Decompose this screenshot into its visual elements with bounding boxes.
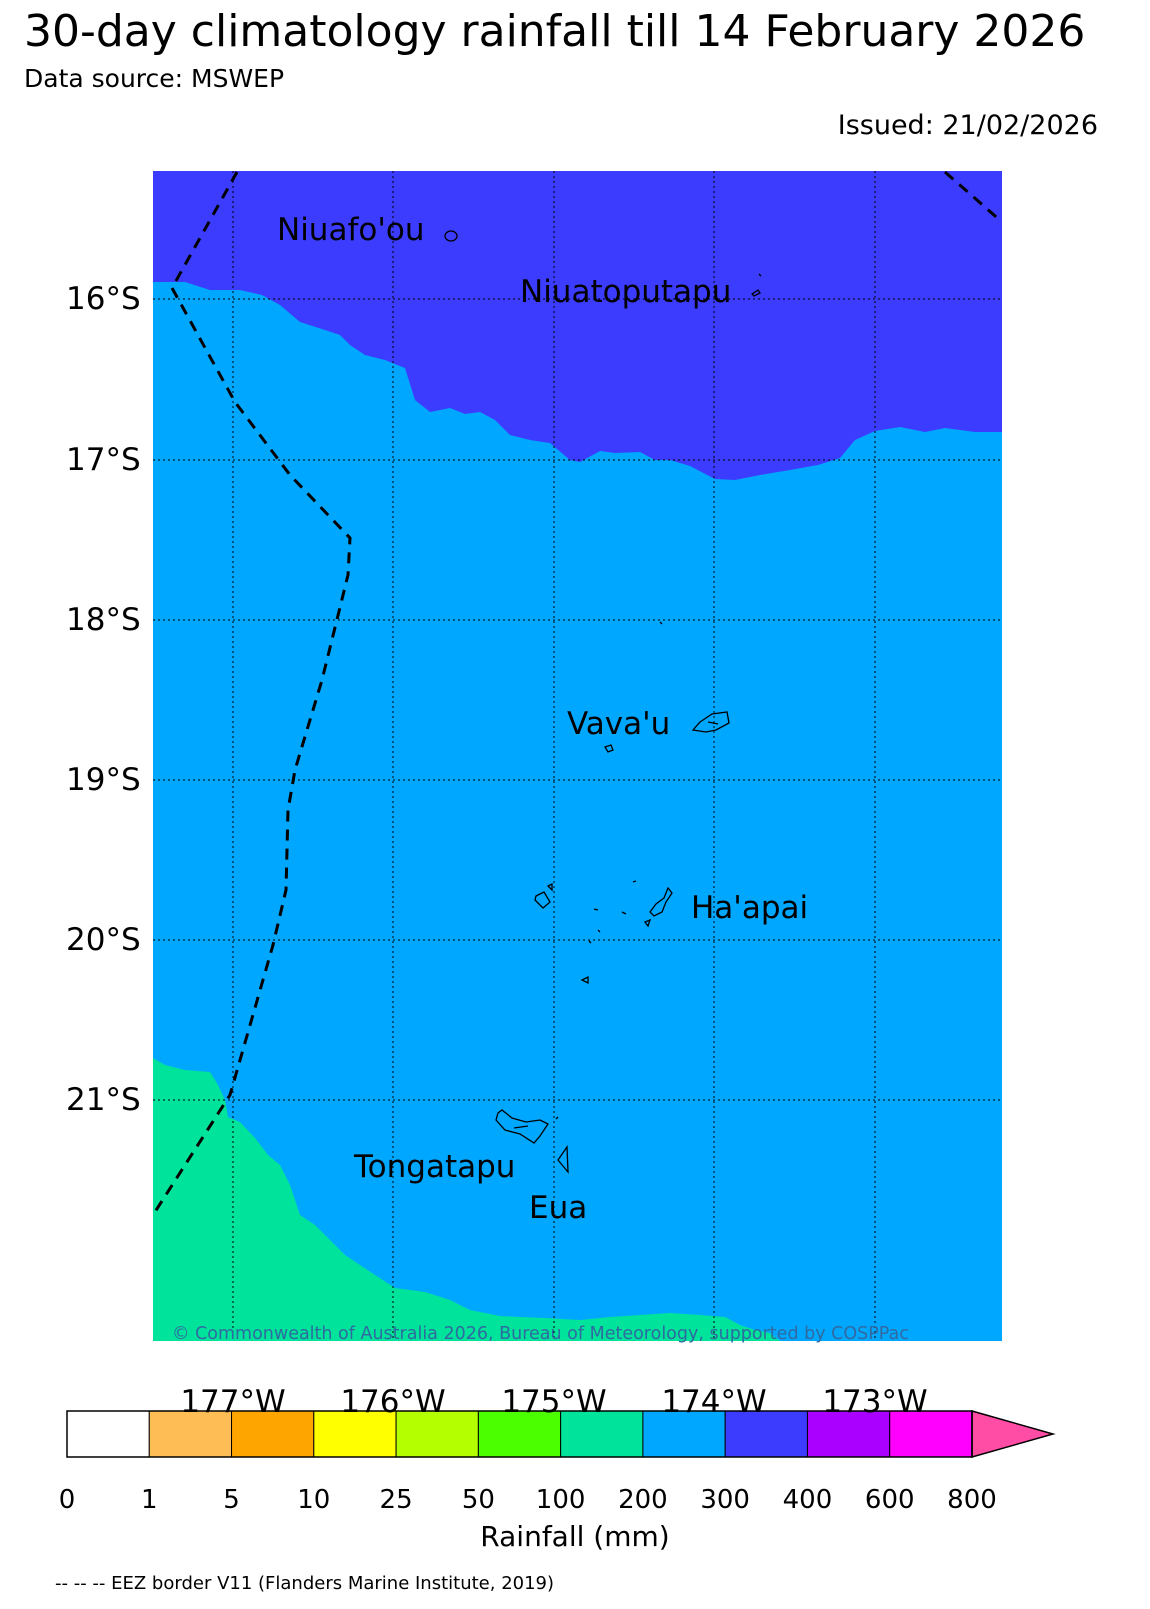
island-atata <box>555 1116 559 1120</box>
colorbar-tick-label: 25 <box>379 1485 413 1515</box>
lat-label-21s: 21°S <box>66 1082 141 1118</box>
colorbar-cell <box>66 1410 150 1458</box>
chart-title: 30-day climatology rainfall till 14 Febr… <box>24 6 1086 57</box>
lat-label-17s: 17°S <box>66 442 141 478</box>
label-vavau: Vava'u <box>567 706 670 742</box>
lon-label-173w: 173°W <box>822 1384 928 1420</box>
lat-label-19s: 19°S <box>66 762 141 798</box>
data-source: Data source: MSWEP <box>24 64 285 93</box>
lon-label-176w: 176°W <box>340 1384 446 1420</box>
island-vavau <box>691 711 730 733</box>
colorbar-tick-label: 0 <box>58 1485 76 1515</box>
place-labels: Niuafo'ou Niuatoputapu Vava'u Ha'apai To… <box>277 212 808 1226</box>
colorbar-tick-label: 300 <box>700 1485 750 1515</box>
map-area: Niuafo'ou Niuatoputapu Vava'u Ha'apai To… <box>153 171 1002 1341</box>
lon-label-177w: 177°W <box>180 1384 286 1420</box>
island-eua <box>557 1145 569 1174</box>
zone-100-200 <box>153 1058 780 1341</box>
colorbar-label: Rainfall (mm) <box>480 1520 670 1553</box>
label-haapai: Ha'apai <box>691 890 808 926</box>
colorbar-tick-label: 1 <box>140 1485 158 1515</box>
island-fonualei <box>659 621 663 625</box>
colorbar-tick-label: 50 <box>461 1485 495 1515</box>
colorbar <box>66 1410 1056 1458</box>
copyright-note: © Commonwealth of Australia 2026, Bureau… <box>172 1324 909 1344</box>
island-kao <box>534 891 551 909</box>
island-tofua-islet <box>546 882 553 892</box>
lon-label-175w: 175°W <box>501 1384 607 1420</box>
label-niuafoou: Niuafo'ou <box>277 212 424 248</box>
colorbar-tick-label: 800 <box>947 1485 997 1515</box>
eez-footnote: -- -- -- EEZ border V11 (Flanders Marine… <box>55 1573 555 1594</box>
label-tongatapu: Tongatapu <box>353 1149 515 1185</box>
island-niuafoou <box>444 230 458 242</box>
island-tafahi <box>758 273 762 277</box>
colorbar-tick-label: 10 <box>297 1485 331 1515</box>
colorbar-tick-label: 100 <box>535 1485 586 1515</box>
colorbar-extend-arrow <box>971 1410 1056 1458</box>
island-late <box>604 744 614 753</box>
gridlines <box>153 171 1002 1341</box>
island-nomuka <box>580 975 589 985</box>
label-niuatoputapu: Niuatoputapu <box>520 274 731 310</box>
colorbar-tick-label: 600 <box>864 1485 915 1515</box>
lon-label-174w: 174°W <box>661 1384 767 1420</box>
colorbar-tick-label: 200 <box>618 1485 668 1515</box>
colorbar-cell <box>148 1410 233 1458</box>
colorbar-cell <box>477 1410 562 1458</box>
island-tongatapu <box>495 1109 549 1144</box>
zone-300-400 <box>153 171 1002 480</box>
lat-label-18s: 18°S <box>66 602 141 638</box>
colorbar-cell <box>395 1410 479 1458</box>
lat-label-20s: 20°S <box>66 922 141 958</box>
label-eua: Eua <box>529 1190 587 1226</box>
island-niuatoputapu <box>750 289 761 297</box>
island-haapai <box>643 886 673 928</box>
island-haapai-islets <box>588 880 637 944</box>
colorbar-tick-label: 5 <box>223 1485 240 1515</box>
colorbar-tick-label: 400 <box>782 1485 833 1515</box>
eez-border <box>153 171 1002 1216</box>
lat-label-16s: 16°S <box>66 281 141 317</box>
issued-date: Issued: 21/02/2026 <box>837 110 1098 141</box>
islands <box>444 230 762 1174</box>
colorbar-frame <box>66 1410 973 1458</box>
